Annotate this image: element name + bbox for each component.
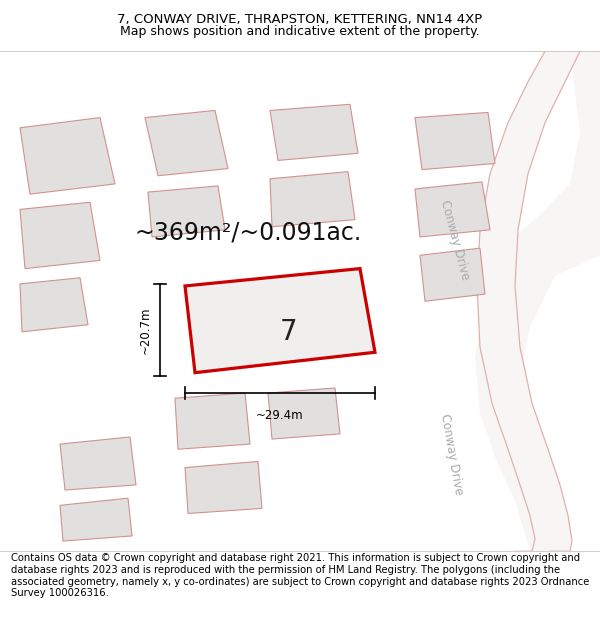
Text: Conway Drive: Conway Drive [439,412,466,496]
Polygon shape [415,112,495,169]
Polygon shape [185,269,375,372]
Text: Contains OS data © Crown copyright and database right 2021. This information is : Contains OS data © Crown copyright and d… [11,554,589,598]
Text: ~369m²/~0.091ac.: ~369m²/~0.091ac. [134,221,362,245]
Text: ~29.4m: ~29.4m [256,409,304,422]
Polygon shape [145,111,228,176]
Text: 7: 7 [280,318,298,346]
Polygon shape [60,498,132,541]
Polygon shape [477,51,580,551]
Polygon shape [268,388,340,439]
Text: Map shows position and indicative extent of the property.: Map shows position and indicative extent… [120,26,480,39]
Polygon shape [270,104,358,161]
Polygon shape [60,437,136,490]
Polygon shape [175,393,250,449]
Polygon shape [20,118,115,194]
Polygon shape [475,51,600,551]
Polygon shape [148,186,225,237]
Polygon shape [415,182,490,237]
Polygon shape [420,248,485,301]
Text: 7, CONWAY DRIVE, THRAPSTON, KETTERING, NN14 4XP: 7, CONWAY DRIVE, THRAPSTON, KETTERING, N… [118,12,482,26]
Polygon shape [20,278,88,332]
Text: Conway Drive: Conway Drive [438,199,472,281]
Polygon shape [270,172,355,227]
Polygon shape [20,202,100,269]
Polygon shape [185,461,262,514]
Text: ~20.7m: ~20.7m [139,306,152,354]
